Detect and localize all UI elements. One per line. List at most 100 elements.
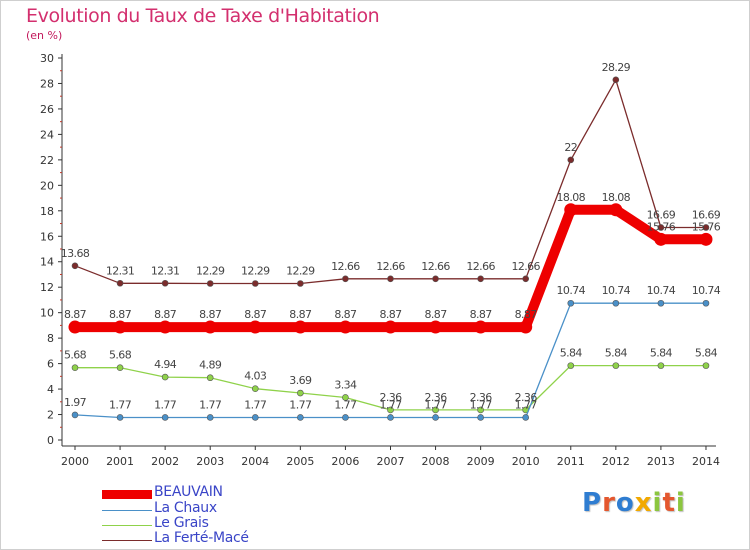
y-tick-label: 30: [40, 52, 54, 65]
data-label-la-chaux: 1.97: [64, 396, 87, 409]
data-point-la-chaux: [657, 299, 665, 307]
data-point-la-chaux: [297, 414, 304, 421]
data-point-le-grais: [702, 362, 710, 369]
data-label-le-grais: 5.84: [605, 347, 628, 360]
data-point-beauvain: [474, 320, 488, 334]
data-point-beauvain: [158, 320, 172, 334]
data-label-le-grais: 4.03: [244, 370, 267, 383]
legend-label-le-grais: Le Grais: [154, 515, 209, 531]
data-point-la-chaux: [432, 414, 439, 421]
data-label-beauvain: 15.76: [692, 220, 721, 233]
logo-letter: i: [675, 488, 686, 518]
data-label-beauvain: 8.87: [470, 308, 493, 321]
data-label-beauvain: 8.87: [244, 308, 267, 321]
data-point-beauvain: [383, 320, 397, 334]
x-tick-label: 2012: [602, 455, 630, 468]
data-label-la-ferte-mace: 12.66: [331, 260, 360, 273]
x-tick-label: 2008: [422, 455, 450, 468]
y-tick-label: 16: [40, 230, 54, 243]
data-point-la-ferte-mace: [702, 224, 710, 231]
data-point-la-chaux: [522, 414, 530, 421]
data-label-beauvain: 8.87: [515, 308, 538, 321]
legend-label-la-ferte-mace: La Ferté-Macé: [154, 530, 249, 546]
data-point-la-chaux: [206, 414, 214, 421]
data-point-la-chaux: [342, 414, 349, 421]
data-label-la-ferte-mace: 12.66: [421, 260, 450, 273]
y-tick-label: 2: [47, 409, 54, 422]
x-tick-label: 2000: [61, 455, 89, 468]
data-point-la-ferte-mace: [522, 275, 530, 283]
y-tick-label: 14: [40, 256, 54, 269]
data-label-la-chaux: 1.77: [199, 398, 222, 411]
data-point-la-ferte-mace: [116, 279, 124, 287]
data-point-la-ferte-mace: [567, 156, 575, 164]
x-tick-label: 2007: [376, 455, 404, 468]
data-label-la-ferte-mace: 16.69: [692, 208, 721, 221]
data-point-le-grais: [116, 364, 124, 371]
data-point-beauvain: [293, 320, 307, 334]
proxiti-logo: Proxiti: [582, 488, 686, 518]
data-label-beauvain: 8.87: [289, 308, 312, 321]
data-point-beauvain: [609, 203, 623, 217]
data-point-le-grais: [612, 362, 620, 369]
data-label-la-chaux: 10.74: [692, 284, 721, 297]
logo-letter: t: [662, 488, 676, 518]
data-point-la-chaux: [71, 411, 79, 419]
legend-swatch-la-ferte-mace: [102, 540, 152, 541]
data-label-la-ferte-mace: 12.29: [241, 265, 270, 278]
legend-swatch-beauvain: [102, 490, 152, 499]
data-label-la-ferte-mace: 22: [564, 141, 577, 154]
y-tick-label: 12: [40, 281, 54, 294]
x-tick-label: 2002: [151, 455, 179, 468]
data-point-la-ferte-mace: [71, 262, 79, 270]
data-point-la-chaux: [161, 414, 169, 421]
data-point-beauvain: [654, 232, 668, 246]
data-label-beauvain: 8.87: [425, 308, 448, 321]
data-label-le-grais: 2.36: [470, 391, 493, 404]
data-label-le-grais: 4.94: [154, 358, 177, 371]
y-tick-label: 8: [47, 332, 54, 345]
data-label-le-grais: 2.36: [379, 391, 402, 404]
data-label-beauvain: 8.87: [334, 308, 357, 321]
logo-letter: x: [634, 488, 653, 518]
x-tick-label: 2005: [286, 455, 314, 468]
data-label-la-chaux: 1.77: [289, 398, 312, 411]
y-tick-label: 6: [47, 358, 54, 371]
x-tick-label: 2006: [331, 455, 359, 468]
data-label-la-chaux: 1.77: [244, 398, 267, 411]
data-label-beauvain: 8.87: [109, 308, 132, 321]
data-label-la-chaux: 1.77: [334, 398, 357, 411]
logo-letter: i: [652, 488, 663, 518]
data-label-le-grais: 5.84: [650, 347, 673, 360]
series-line-la-ferte-mace: [74, 79, 707, 285]
x-tick-label: 2004: [241, 455, 269, 468]
data-label-beauvain: 18.08: [557, 191, 586, 204]
data-label-la-ferte-mace: 12.31: [106, 264, 135, 277]
y-tick-label: 18: [40, 205, 54, 218]
logo-letter: o: [615, 488, 635, 518]
data-point-beauvain: [113, 320, 127, 334]
x-tick-label: 2011: [557, 455, 585, 468]
data-point-le-grais: [567, 362, 575, 369]
data-point-la-ferte-mace: [297, 280, 304, 287]
x-tick-label: 2009: [467, 455, 495, 468]
chart-unit: (en %): [26, 29, 63, 42]
x-tick-label: 2013: [647, 455, 675, 468]
data-label-la-chaux: 1.77: [109, 398, 132, 411]
data-label-la-chaux: 1.77: [425, 398, 448, 411]
x-tick-label: 2014: [692, 455, 720, 468]
chart-title: Evolution du Taux de Taxe d'Habitation: [26, 5, 380, 27]
data-label-le-grais: 4.89: [199, 359, 222, 372]
data-point-la-ferte-mace: [206, 280, 214, 287]
data-label-la-chaux: 1.77: [379, 398, 402, 411]
y-tick-label: 22: [40, 154, 54, 167]
chart-data-labels: 13.68 12.31 12.31 12.29 12.29 12.29 12.66 12.66…: [61, 61, 722, 412]
y-tick-label: 24: [40, 128, 54, 141]
data-label-la-ferte-mace: 12.66: [466, 260, 495, 273]
logo-letter: P: [582, 488, 603, 518]
data-point-le-grais: [477, 406, 484, 414]
data-label-beauvain: 8.87: [379, 308, 402, 321]
data-label-le-grais: 5.84: [560, 347, 583, 360]
